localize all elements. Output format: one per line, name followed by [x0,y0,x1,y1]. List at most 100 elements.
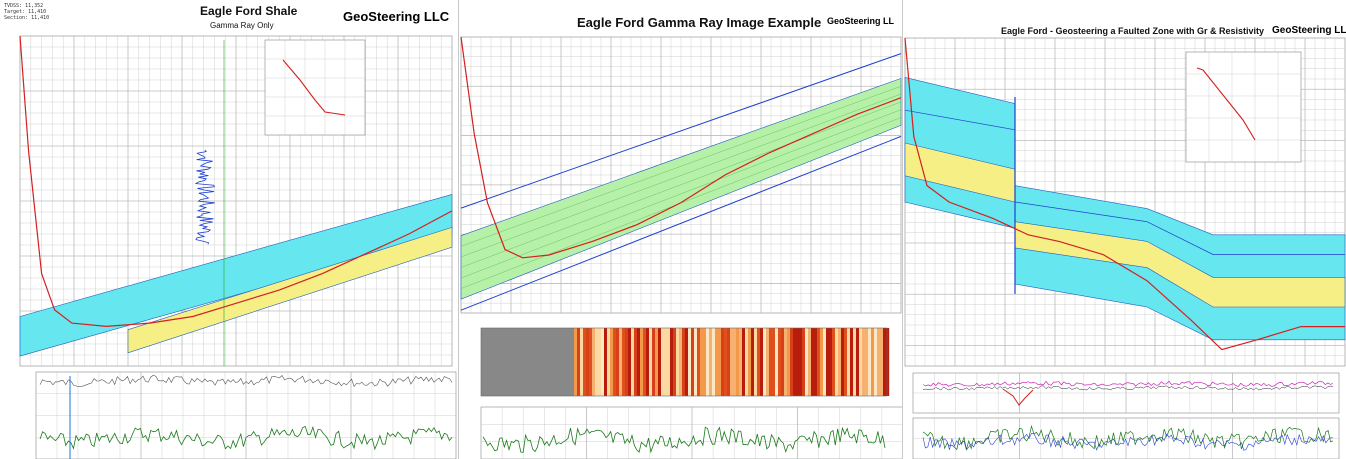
gamma-ray-image-strip [805,328,809,396]
chart-gamma-ray-image [460,36,903,459]
gray-image-block [481,328,574,396]
gamma-ray-image-strip [679,328,683,396]
panel-gamma-ray-image: Eagle Ford Gamma Ray Image Example GeoSt… [458,0,903,459]
gamma-ray-image-strip [829,328,833,396]
gamma-ray-image-strip [712,328,716,396]
gamma-ray-image-strip [781,328,785,396]
zone-hatch-line [460,101,902,268]
gamma-ray-image-strip [685,328,689,396]
gamma-ray-image-strip [595,328,599,396]
gamma-ray-image-strip [886,328,890,396]
gamma-ray-image-strip [847,328,851,396]
chart-eagle-ford-shale [19,35,457,459]
gamma-ray-image-strip [652,328,656,396]
panel-title: Eagle Ford Gamma Ray Image Example [577,15,822,30]
well-path-line [19,35,453,328]
gamma-ray-image-strip [625,328,629,396]
header-line: Target: 11,410 [4,9,47,15]
gamma-ray-image-strip [670,328,674,396]
gr-log-trace [922,424,1334,451]
gamma-ray-image-strip [838,328,842,396]
gamma-ray-image-strip [577,328,581,396]
secondary-log-trace [922,432,1334,451]
gamma-ray-image-strip [610,328,614,396]
gamma-ray-image-strip [574,328,578,396]
gamma-ray-image-strip [607,328,611,396]
gamma-ray-image-strip [724,328,728,396]
gamma-ray-image-strip [835,328,839,396]
gamma-ray-image-strip [742,328,746,396]
image-frame [480,327,888,397]
gamma-ray-image-strip [790,328,794,396]
gamma-ray-image-strip [658,328,662,396]
gr-log-trace [39,425,453,451]
gamma-ray-image-strip [721,328,725,396]
gamma-ray-image-strip [739,328,743,396]
chart-faulted-zone [904,37,1346,459]
green-target-zone [460,77,902,300]
deep-resistivity-trace [922,385,1334,391]
gamma-ray-trace [194,149,215,245]
gamma-ray-image-strip [784,328,788,396]
gamma-ray-image-strip [793,328,797,396]
well-path-line [904,37,1345,351]
gamma-ray-image-strip [598,328,602,396]
gamma-ray-image-strip [637,328,641,396]
gamma-ray-image-strip [808,328,812,396]
gamma-ray-image-strip [691,328,695,396]
brand-label: GeoSteering LLC [343,9,450,24]
gamma-ray-image-strip [802,328,806,396]
inset-trajectory-line [282,59,346,116]
gamma-ray-image-strip [592,328,596,396]
gamma-ray-image-strip [787,328,791,396]
gamma-ray-image-strip [877,328,881,396]
gamma-ray-image-strip [688,328,692,396]
gamma-ray-image-strip [709,328,713,396]
gamma-ray-image-strip [820,328,824,396]
gamma-ray-image-strip [826,328,830,396]
inset-grid-frame [264,39,366,136]
gamma-ray-image-strip [868,328,872,396]
gamma-ray-image-strip [862,328,866,396]
gamma-ray-image-strip [814,328,818,396]
upper-marker-right [1014,201,1345,255]
gamma-ray-image-strip [586,328,590,396]
gamma-ray-image-strip [763,328,767,396]
gamma-ray-image-strip [613,328,617,396]
inset-grid-frame [1185,51,1302,163]
gamma-ray-image-strip [718,328,722,396]
gamma-ray-image-strip [730,328,734,396]
gr-log-trace [482,426,886,454]
resistivity-dip [1002,388,1034,406]
gamma-ray-image-strip [643,328,647,396]
upper-boundary-line [460,53,902,209]
brand-label: GeoSteering LL [827,16,895,26]
header-line: TVDSS: 11,352 [4,3,44,9]
gamma-ray-image-strip [604,328,608,396]
gamma-ray-image-strip [583,328,587,396]
zone-hatch-line [460,93,902,258]
gamma-ray-image-strip [661,328,665,396]
gamma-ray-image-strip [745,328,749,396]
panel-title: Eagle Ford Shale [200,4,298,18]
gamma-ray-image-strip [760,328,764,396]
gamma-ray-image-strip [883,328,887,396]
gamma-ray-image-strip [676,328,680,396]
panel-faulted-zone: Eagle Ford - Geosteering a Faulted Zone … [902,0,1346,459]
gamma-ray-image-strip [649,328,653,396]
gamma-ray-image-strip [616,328,620,396]
gamma-ray-image-strip [664,328,668,396]
zone-hatch-line [460,86,902,247]
gamma-ray-image-strip [769,328,773,396]
gamma-ray-image-strip [667,328,671,396]
gamma-ray-image-strip [694,328,698,396]
gamma-ray-image-strip [628,328,632,396]
gamma-ray-image-strip [832,328,836,396]
upper-marker-left [904,109,1016,131]
gamma-ray-image-strip [853,328,857,396]
gamma-ray-image-strip [841,328,845,396]
gamma-ray-image-strip [757,328,761,396]
gamma-ray-image-strip [871,328,875,396]
gamma-ray-image-strip [754,328,758,396]
panel-eagle-ford-shale: TVDSS: 11,352 Target: 11,410 Section: 11… [0,0,458,459]
